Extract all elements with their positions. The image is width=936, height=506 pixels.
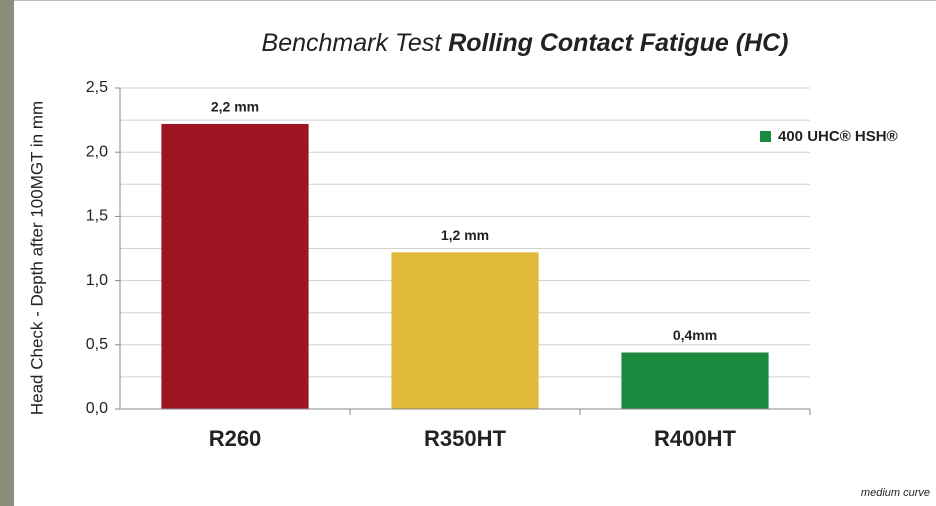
title-bold: Rolling Contact Fatigue (HC) xyxy=(448,29,788,57)
value-label: 1,2 mm xyxy=(441,227,489,243)
y-tick-label: 2,0 xyxy=(86,143,108,160)
y-tick-label: 0,5 xyxy=(86,336,108,353)
legend-label: 400 UHC® HSH® xyxy=(778,128,898,145)
legend-swatch xyxy=(760,131,771,142)
value-label: 0,4mm xyxy=(673,327,717,343)
x-tick-label: R350HT xyxy=(424,426,506,451)
chart-title: Benchmark Test Rolling Contact Fatigue (… xyxy=(262,29,789,57)
y-tick-label: 1,0 xyxy=(86,272,108,289)
y-axis-label: Head Check - Depth after 100MGT in mm xyxy=(27,101,46,415)
y-tick-label: 2,5 xyxy=(86,79,108,96)
x-tick-label: R260 xyxy=(209,426,262,451)
bar xyxy=(621,353,768,409)
y-tick-label: 0,0 xyxy=(86,400,108,417)
y-tick-label: 1,5 xyxy=(86,208,108,225)
bar xyxy=(161,124,308,409)
title-plain: Benchmark Test xyxy=(262,29,443,57)
x-tick-label: R400HT xyxy=(654,426,736,451)
bar xyxy=(391,252,538,409)
value-label: 2,2 mm xyxy=(211,99,259,115)
footnote: medium curve xyxy=(861,487,930,499)
chart: Benchmark Test Rolling Contact Fatigue (… xyxy=(0,0,936,506)
photo-strip xyxy=(0,0,14,506)
